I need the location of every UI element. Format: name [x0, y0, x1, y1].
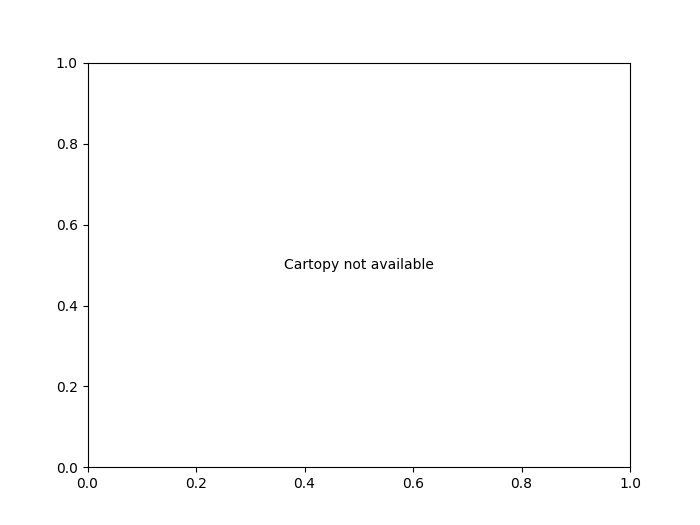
Text: Cartopy not available: Cartopy not available [284, 258, 434, 272]
